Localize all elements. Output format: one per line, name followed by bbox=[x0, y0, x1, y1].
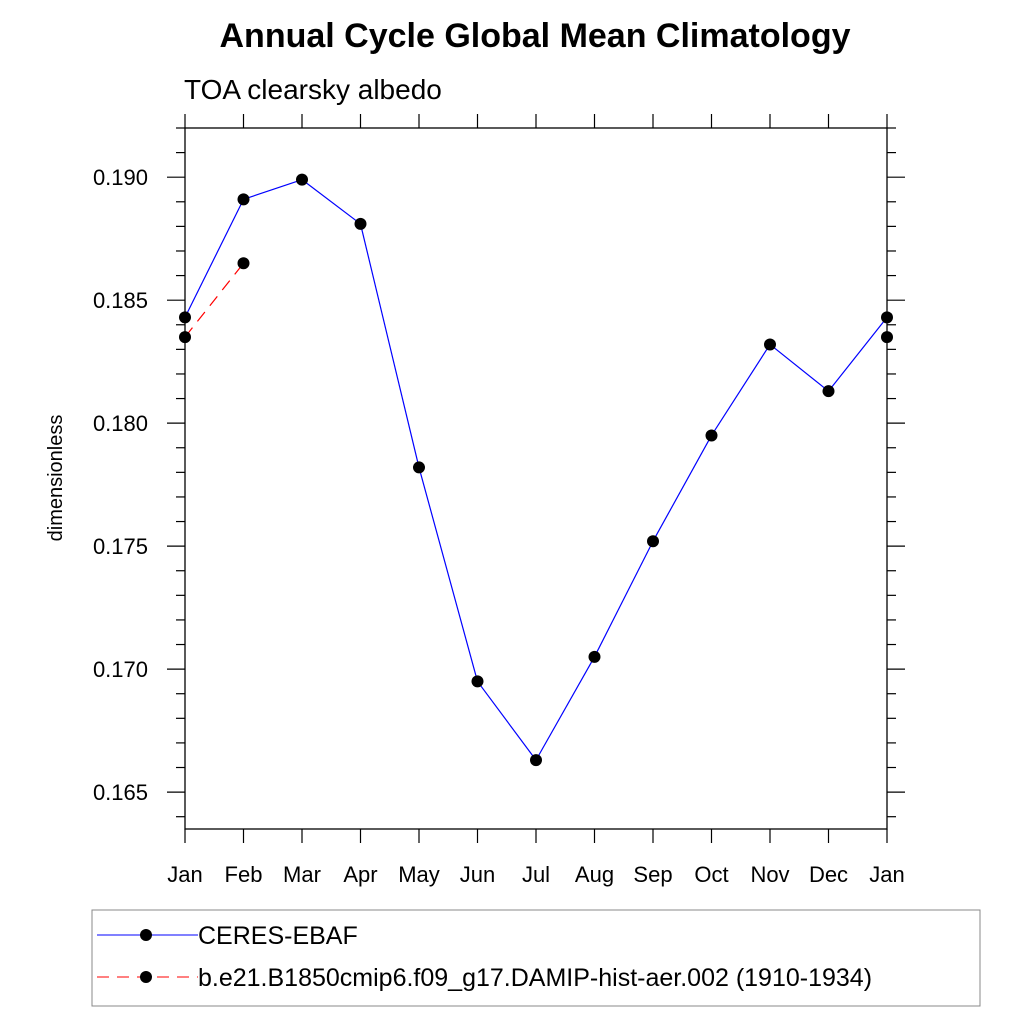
series-0-point bbox=[530, 754, 542, 767]
y-tick-label: 0.190 bbox=[93, 165, 148, 190]
series-0-point bbox=[822, 385, 835, 398]
series-0-point bbox=[296, 173, 308, 186]
legend-label-ceres-ebaf: CERES-EBAF bbox=[198, 922, 358, 950]
series-lines bbox=[184, 179, 888, 761]
series-0-point bbox=[413, 461, 425, 474]
series-0-segment bbox=[301, 179, 361, 225]
x-tick-label: Aug bbox=[575, 862, 614, 887]
series-0-point bbox=[471, 675, 484, 688]
x-tick-label: Jul bbox=[522, 862, 550, 887]
series-1-point bbox=[179, 331, 191, 344]
legend-label-model: b.e21.B1850cmip6.f09_g17.DAMIP-hist-aer.… bbox=[198, 964, 872, 992]
series-0-point bbox=[647, 535, 659, 548]
x-tick-label: May bbox=[398, 862, 440, 887]
series-1-segment bbox=[184, 262, 244, 338]
series-0-segment bbox=[652, 435, 713, 542]
x-tick-label: Mar bbox=[283, 862, 321, 887]
x-tick-label: Dec bbox=[809, 862, 848, 887]
y-tick-label: 0.165 bbox=[93, 780, 148, 805]
x-tick-label: Apr bbox=[343, 862, 377, 887]
series-0-segment bbox=[477, 681, 537, 761]
y-axis-label: dimensionless bbox=[45, 415, 67, 542]
series-0-point bbox=[237, 193, 250, 206]
series-0-point bbox=[588, 650, 601, 663]
series-0-segment bbox=[593, 540, 654, 658]
legend-frame bbox=[91, 909, 981, 1007]
x-tick-label: Feb bbox=[225, 862, 263, 887]
series-0-segment bbox=[710, 344, 771, 436]
plot-frame bbox=[184, 127, 888, 830]
series-0-segment bbox=[828, 317, 888, 392]
series-0-segment bbox=[769, 343, 829, 392]
x-tick-label: Oct bbox=[694, 862, 728, 887]
series-0-point bbox=[764, 338, 776, 351]
y-tick-label: 0.185 bbox=[93, 288, 148, 313]
series-0-point bbox=[179, 311, 191, 324]
series-1-point bbox=[881, 331, 893, 344]
y-tick-label: 0.180 bbox=[93, 411, 148, 436]
x-tick-label: Jan bbox=[167, 862, 202, 887]
chart-subtitle: TOA clearsky albedo bbox=[184, 74, 442, 105]
x-tick-label: Jan bbox=[869, 862, 904, 887]
series-0-segment bbox=[535, 656, 596, 761]
series-markers bbox=[179, 173, 893, 767]
chart-title: Annual Cycle Global Mean Climatology bbox=[220, 17, 851, 55]
y-tick-label: 0.170 bbox=[93, 657, 148, 682]
axis-ticks: Jan Feb Mar Apr May Jun Jul Aug Sep Oct Nov Dec Jan 0… bbox=[93, 114, 905, 887]
x-tick-label: Jun bbox=[460, 862, 495, 887]
series-0-segment bbox=[243, 179, 303, 200]
legend: CERES-EBAF b.e21.B1850cmip6.f09_g17.DAMI… bbox=[91, 909, 981, 1007]
series-0-segment bbox=[184, 199, 245, 318]
x-tick-label: Nov bbox=[750, 862, 789, 887]
series-0-point bbox=[354, 217, 367, 230]
series-0-segment bbox=[359, 223, 420, 468]
y-tick-label: 0.175 bbox=[93, 534, 148, 559]
series-0-segment bbox=[418, 467, 479, 682]
series-0-point bbox=[705, 429, 718, 442]
series-1-point bbox=[237, 257, 250, 270]
x-tick-label: Sep bbox=[633, 862, 672, 887]
legend-marker-model bbox=[140, 971, 152, 983]
legend-marker-ceres-ebaf bbox=[140, 929, 152, 941]
series-0-point bbox=[881, 311, 893, 324]
